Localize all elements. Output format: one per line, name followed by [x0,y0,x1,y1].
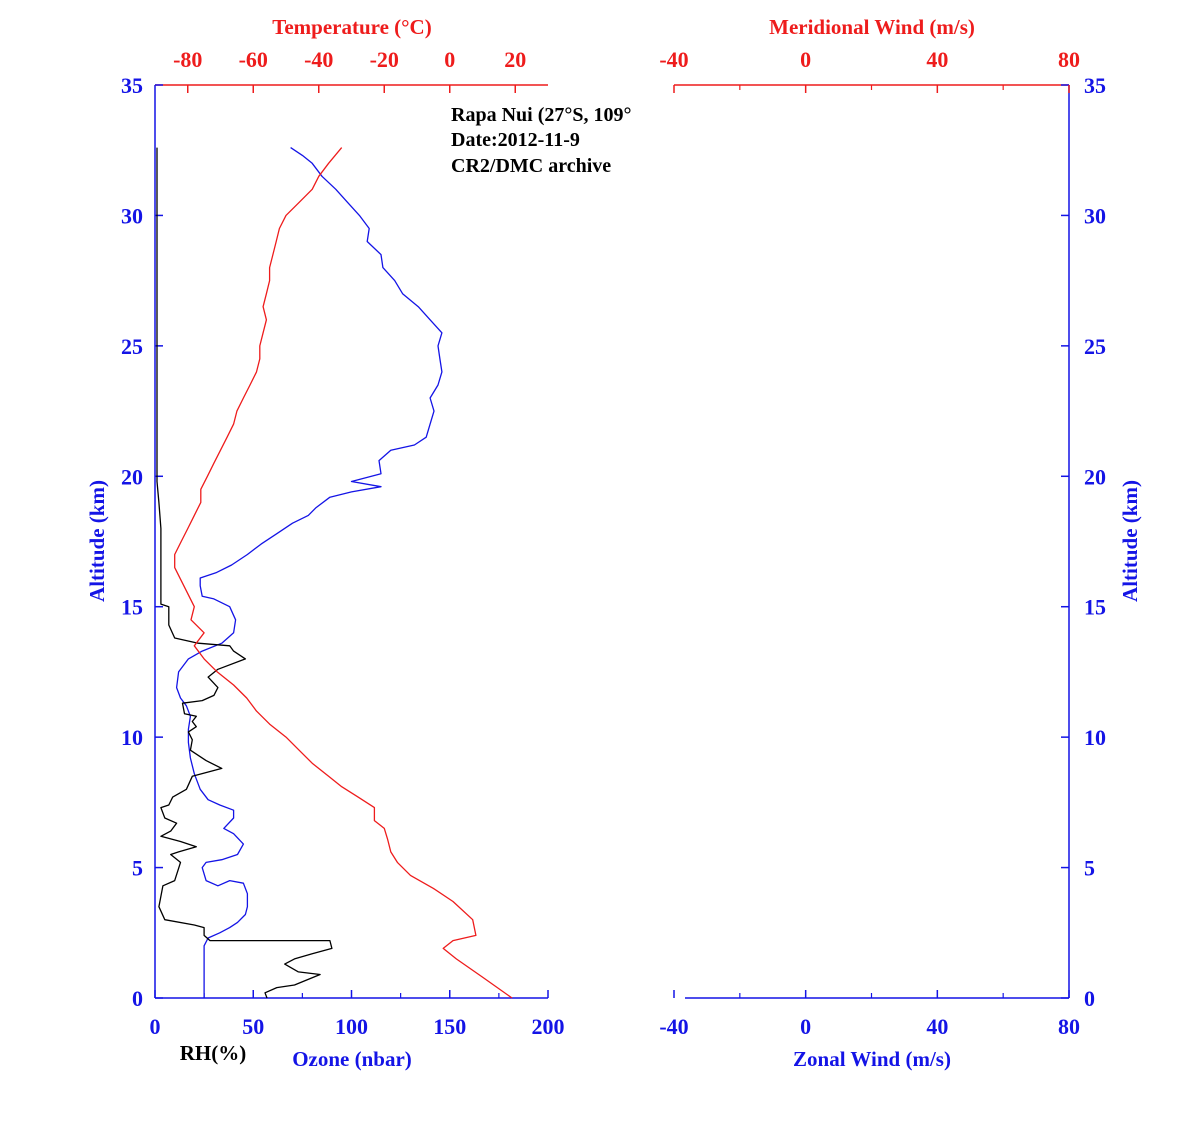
left-y-ticks: 0 5 10 15 20 25 30 35 [121,73,163,1011]
right-ytick-label: 10 [1084,725,1106,750]
temperature-xtick-label: -20 [370,47,399,72]
zonal-axis-label: Zonal Wind (m/s) [793,1047,951,1071]
annotation: Rapa Nui (27°S, 109° Date:2012-11-9 CR2/… [451,104,631,177]
zonal-xtick-label: 80 [1058,1014,1080,1039]
meridional-xtick-label: 80 [1058,47,1080,72]
meridional-axis-label: Meridional Wind (m/s) [769,15,975,39]
ozone-axis-label: Ozone (nbar) [292,1047,412,1071]
right-panel: 0 5 10 15 20 25 30 35 -40 0 40 80 -40 0 40 80 Meridio… [659,15,1142,1071]
right-ytick-label: 30 [1084,203,1106,228]
left-altitude-label: Altitude (km) [85,480,109,602]
left-ytick-label: 30 [121,203,143,228]
annotation-date: Date:2012-11-9 [451,129,580,151]
ozone-x-ticks: 0 50 100 150 200 [150,990,565,1039]
right-ytick-label: 25 [1084,334,1106,359]
annotation-archive: CR2/DMC archive [451,155,611,177]
zonal-xtick-label: 0 [800,1014,811,1039]
right-ytick-label: 35 [1084,73,1106,98]
temperature-axis-label: Temperature (°C) [272,15,431,39]
temperature-xtick-label: -80 [173,47,202,72]
right-ytick-label: 20 [1084,464,1106,489]
ozone-xtick-label: 0 [150,1014,161,1039]
right-ytick-label: 0 [1084,986,1095,1011]
ozone-profile-line [175,147,443,998]
temperature-x-ticks: -80 -60 -40 -20 0 20 [173,47,526,93]
right-ytick-label: 5 [1084,856,1095,881]
left-ytick-label: 25 [121,334,143,359]
ozone-xtick-label: 200 [532,1014,565,1039]
rh-axis-label: RH(%) [180,1041,247,1065]
left-series [156,147,513,999]
meridional-xtick-label: 0 [800,47,811,72]
meridional-xtick-label: -40 [659,47,688,72]
temperature-xtick-label: -60 [239,47,268,72]
right-altitude-label: Altitude (km) [1118,480,1142,602]
temperature-xtick-label: -40 [304,47,333,72]
left-ytick-label: 5 [132,856,143,881]
meridional-x-ticks: -40 0 40 80 [659,47,1080,93]
left-ytick-label: 0 [132,986,143,1011]
right-y-ticks: 0 5 10 15 20 25 30 35 [1061,73,1106,1011]
ozone-xtick-label: 100 [335,1014,368,1039]
annotation-location: Rapa Nui (27°S, 109° [451,104,631,126]
temperature-xtick-label: 20 [504,47,526,72]
left-ytick-label: 10 [121,725,143,750]
temperature-xtick-label: 0 [444,47,455,72]
ozone-xtick-label: 150 [433,1014,466,1039]
rh-profile-line [156,147,333,999]
left-ytick-label: 15 [121,595,143,620]
temperature-profile-line [174,147,513,999]
zonal-xtick-label: 40 [926,1014,948,1039]
meridional-xtick-label: 40 [926,47,948,72]
zonal-xtick-label: -40 [659,1014,688,1039]
left-ytick-label: 35 [121,73,143,98]
right-ytick-label: 15 [1084,595,1106,620]
zonal-x-ticks: -40 0 40 80 [659,990,1080,1039]
ozone-xtick-label: 50 [242,1014,264,1039]
left-ytick-label: 20 [121,464,143,489]
